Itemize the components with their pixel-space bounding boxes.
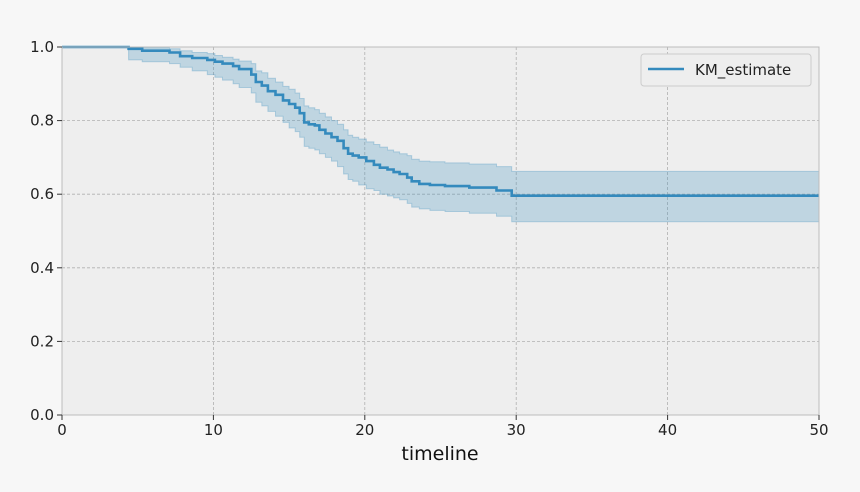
y-tick-label: 0.8 [30, 112, 54, 130]
y-tick-label: 1.0 [30, 38, 54, 56]
legend-box [640, 53, 812, 87]
x-tick-label: 40 [658, 421, 677, 439]
x-axis-title: timeline [401, 443, 478, 465]
y-axis-ticks: 0.0 0.2 0.4 0.6 0.8 1.0 [30, 38, 62, 424]
y-tick-label: 0.4 [30, 259, 54, 277]
km-estimate-line [62, 45, 819, 197]
x-tick-label: 30 [507, 421, 526, 439]
x-tick-label: 50 [809, 421, 828, 439]
x-tick-label: 20 [355, 421, 374, 439]
x-tick-label: 10 [204, 421, 223, 439]
x-tick-label: 0 [57, 421, 67, 439]
legend-label: KM_estimate [695, 61, 791, 80]
y-tick-label: 0.0 [30, 406, 54, 424]
y-tick-label: 0.2 [30, 332, 54, 350]
grid-lines [62, 47, 819, 415]
x-axis-ticks: 0 10 20 30 40 50 [57, 415, 829, 439]
legend: KM_estimate [640, 53, 812, 87]
plot-frame [61, 46, 820, 416]
y-tick-label: 0.6 [30, 185, 54, 203]
plot-background [62, 47, 819, 415]
